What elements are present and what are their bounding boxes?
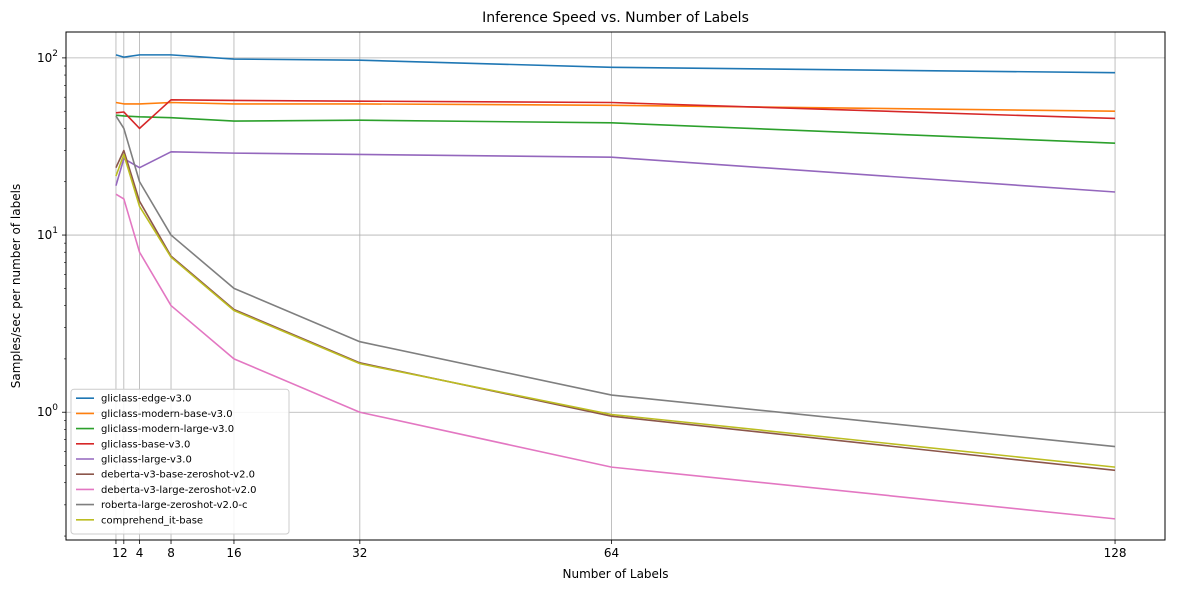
legend-label: deberta-v3-base-zeroshot-v2.0 bbox=[101, 470, 255, 481]
legend-label: gliclass-large-v3.0 bbox=[101, 455, 192, 466]
x-tick-label: 2 bbox=[120, 546, 128, 560]
legend-label: comprehend_it-base bbox=[101, 515, 203, 526]
x-tick-label: 1 bbox=[112, 546, 120, 560]
plot-frame bbox=[65, 31, 1166, 541]
legend-label: gliclass-edge-v3.0 bbox=[101, 394, 192, 405]
x-tick-label: 32 bbox=[352, 546, 367, 560]
series-line bbox=[115, 193, 1116, 520]
legend-label: roberta-large-zeroshot-v2.0-c bbox=[101, 500, 248, 511]
y-tick-label: 102 bbox=[37, 49, 58, 65]
legend-label: gliclass-base-v3.0 bbox=[101, 439, 190, 450]
series-line bbox=[115, 54, 1116, 74]
x-tick-label: 8 bbox=[167, 546, 175, 560]
legend-box bbox=[70, 388, 290, 535]
series-line bbox=[115, 153, 1116, 468]
x-tick-label: 128 bbox=[1104, 546, 1127, 560]
series-line bbox=[115, 114, 1116, 144]
legend-label: gliclass-modern-large-v3.0 bbox=[101, 424, 234, 435]
y-axis-title: Samples/sec per number of labels bbox=[9, 184, 23, 388]
x-tick-label: 4 bbox=[136, 546, 144, 560]
x-axis-title: Number of Labels bbox=[562, 567, 668, 581]
x-tick-label: 16 bbox=[226, 546, 241, 560]
series-line bbox=[115, 101, 1116, 113]
axis-ticks: 1 2 4 8 16 32 64 128 100 101 102 bbox=[37, 49, 1127, 560]
legend: gliclass-edge-v3.0 gliclass-modern-base-v… bbox=[70, 388, 290, 535]
legend-label: gliclass-modern-base-v3.0 bbox=[101, 409, 233, 420]
series-line bbox=[115, 115, 1116, 448]
y-tick-label: 100 bbox=[37, 403, 58, 419]
x-tick-label: 64 bbox=[604, 546, 619, 560]
series-line bbox=[115, 99, 1116, 130]
y-tick-label: 101 bbox=[37, 226, 58, 242]
series-lines bbox=[115, 54, 1116, 520]
legend-label: deberta-v3-large-zeroshot-v2.0 bbox=[101, 485, 257, 496]
chart-title: Inference Speed vs. Number of Labels bbox=[482, 10, 749, 26]
